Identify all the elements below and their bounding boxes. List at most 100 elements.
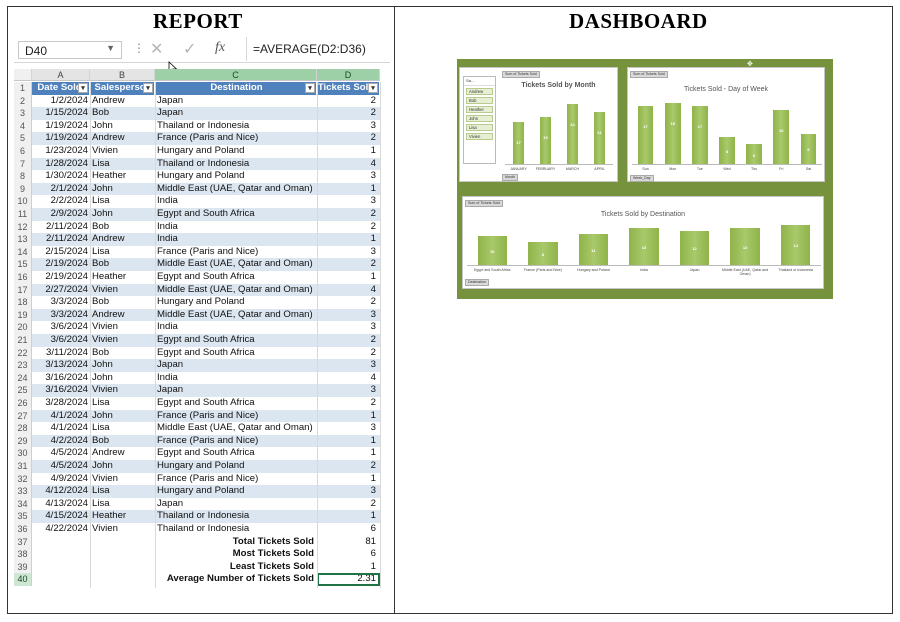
row-number[interactable]: 30 — [14, 447, 32, 460]
row-number[interactable]: 36 — [14, 523, 32, 536]
slicer-item[interactable]: Bob — [466, 97, 493, 104]
cell-destination[interactable]: Hungary and Poland — [155, 485, 317, 498]
cell-date[interactable]: 2/19/2024 — [32, 271, 90, 284]
chart-bar[interactable] — [781, 225, 811, 265]
cell-tickets[interactable]: 2 — [317, 208, 380, 221]
cell-tickets[interactable]: 3 — [317, 485, 380, 498]
cell-tickets[interactable]: 2 — [317, 258, 380, 271]
cell-tickets[interactable]: 3 — [317, 170, 380, 183]
cell-salesperson[interactable]: John — [90, 371, 155, 385]
row-number[interactable]: 34 — [14, 497, 32, 511]
cell-tickets[interactable]: 4 — [317, 283, 380, 297]
cell-salesperson[interactable]: Lisa — [90, 422, 155, 435]
cell-salesperson[interactable]: Bob — [90, 296, 155, 309]
cell-salesperson[interactable]: Bob — [90, 258, 155, 271]
formula-input[interactable]: =AVERAGE(D2:D36) — [246, 37, 390, 61]
column-header-b[interactable]: B — [90, 69, 155, 81]
row-number[interactable]: 5 — [14, 132, 32, 145]
chart-bar[interactable] — [578, 233, 609, 265]
row-number[interactable]: 6 — [14, 145, 32, 158]
cell-tickets[interactable]: 2 — [317, 397, 380, 410]
cell-tickets[interactable]: 2 — [317, 107, 380, 120]
cell-destination[interactable]: India — [155, 220, 317, 234]
summary-value[interactable]: 6 — [317, 548, 380, 561]
row-number[interactable]: 28 — [14, 422, 32, 435]
slicer-item[interactable]: Heather — [466, 106, 493, 113]
row-number[interactable]: 23 — [14, 359, 32, 372]
chevron-down-icon[interactable]: ▼ — [106, 43, 115, 53]
cell-destination[interactable]: France (Paris and Nice) — [155, 434, 317, 448]
column-header-cell[interactable]: Tickets Sold ▾ — [317, 82, 380, 95]
cell-destination[interactable]: Middle East (UAE, Qatar and Oman) — [155, 258, 317, 271]
cell-destination[interactable]: Middle East (UAE, Qatar and Oman) — [155, 422, 317, 435]
column-header-cell[interactable]: Salesperson ▾ — [90, 82, 155, 95]
cell-destination[interactable]: Hungary and Poland — [155, 145, 317, 158]
row-number[interactable]: 13 — [14, 233, 32, 246]
cell-salesperson[interactable]: John — [90, 359, 155, 372]
chart-bar[interactable] — [629, 227, 659, 265]
slicer-item[interactable]: Andrew — [466, 88, 493, 95]
cell-tickets[interactable]: 3 — [317, 195, 380, 208]
cell-salesperson[interactable]: John — [90, 208, 155, 221]
cell-tickets[interactable]: 3 — [317, 422, 380, 435]
cell-date[interactable]: 4/15/2024 — [32, 510, 90, 523]
cell-tickets[interactable]: 2 — [317, 497, 380, 511]
row-number[interactable]: 7 — [14, 157, 32, 171]
cell-destination[interactable]: Thailand or Indonesia — [155, 510, 317, 523]
salesperson-slicer[interactable]: Sa... Andrew Bob Heather John Lisa Vivien — [463, 76, 496, 164]
cell-salesperson[interactable]: Heather — [90, 170, 155, 183]
row-number[interactable]: 35 — [14, 510, 32, 523]
cell-date[interactable]: 1/30/2024 — [32, 170, 90, 183]
cell-tickets[interactable]: 1 — [317, 447, 380, 460]
chart-bar[interactable] — [512, 121, 525, 164]
chart-bar[interactable] — [637, 106, 654, 164]
slicer-item[interactable]: John — [466, 115, 493, 122]
cell-salesperson[interactable]: Heather — [90, 510, 155, 523]
cell-salesperson[interactable]: Lisa — [90, 157, 155, 171]
column-header-cell[interactable]: Destination ▾ — [155, 82, 317, 95]
cell-tickets[interactable]: 2 — [317, 334, 380, 347]
cell-empty[interactable] — [90, 548, 155, 561]
summary-value[interactable]: 81 — [317, 535, 380, 549]
cell-salesperson[interactable]: John — [90, 409, 155, 423]
filter-dropdown-icon[interactable]: ▾ — [78, 83, 88, 93]
cell-date[interactable]: 3/11/2024 — [32, 346, 90, 360]
cancel-icon[interactable]: ✕ — [150, 41, 164, 58]
cell-destination[interactable]: India — [155, 195, 317, 208]
row-number[interactable]: 32 — [14, 472, 32, 486]
cell-destination[interactable]: Egypt and South Africa — [155, 334, 317, 347]
row-number[interactable]: 2 — [14, 94, 32, 108]
cell-date[interactable]: 4/13/2024 — [32, 497, 90, 511]
cell-date[interactable]: 3/28/2024 — [32, 397, 90, 410]
row-number[interactable]: 14 — [14, 245, 32, 259]
cell-tickets[interactable]: 1 — [317, 434, 380, 448]
chart-bar[interactable] — [566, 104, 579, 164]
row-number[interactable]: 1 — [14, 82, 32, 95]
summary-value[interactable]: 1 — [317, 560, 380, 574]
cell-salesperson[interactable]: Andrew — [90, 132, 155, 145]
cell-destination[interactable]: India — [155, 371, 317, 385]
cell-date[interactable]: 1/2/2024 — [32, 94, 90, 108]
cell-salesperson[interactable]: Lisa — [90, 195, 155, 208]
cell-empty[interactable] — [90, 535, 155, 549]
row-number[interactable]: 38 — [14, 548, 32, 561]
cell-date[interactable]: 2/2/2024 — [32, 195, 90, 208]
cell-empty[interactable] — [32, 560, 90, 574]
cell-empty[interactable] — [90, 573, 155, 586]
row-number[interactable]: 24 — [14, 371, 32, 385]
chart-bar[interactable] — [664, 103, 681, 164]
row-number[interactable]: 40 — [14, 573, 32, 586]
column-header-a[interactable]: A — [32, 69, 90, 81]
cell-tickets[interactable]: 2 — [317, 94, 380, 108]
chart-bar[interactable] — [800, 133, 817, 164]
cell-destination[interactable]: India — [155, 321, 317, 334]
row-number[interactable]: 8 — [14, 170, 32, 183]
row-number[interactable]: 37 — [14, 535, 32, 549]
chart-bar[interactable] — [773, 109, 790, 164]
cell-date[interactable]: 4/2/2024 — [32, 434, 90, 448]
cell-salesperson[interactable]: Heather — [90, 271, 155, 284]
cell-salesperson[interactable]: Bob — [90, 434, 155, 448]
cell-destination[interactable]: Egypt and South Africa — [155, 208, 317, 221]
cell-tickets[interactable]: 4 — [317, 157, 380, 171]
cell-destination[interactable]: France (Paris and Nice) — [155, 132, 317, 145]
